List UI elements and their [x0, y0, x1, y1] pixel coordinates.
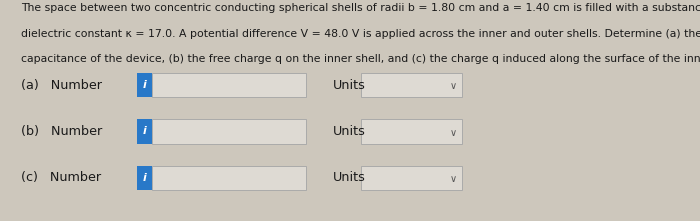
- Bar: [136, 73, 152, 97]
- Bar: [152, 73, 306, 97]
- Bar: [136, 119, 152, 144]
- Text: dielectric constant κ = 17.0. A potential difference V = 48.0 V is applied acros: dielectric constant κ = 17.0. A potentia…: [21, 29, 700, 39]
- Text: (c)   Number: (c) Number: [21, 171, 101, 184]
- Text: capacitance of the device, (b) the free charge q on the inner shell, and (c) the: capacitance of the device, (b) the free …: [21, 54, 700, 64]
- Text: Units: Units: [332, 125, 365, 138]
- Bar: [360, 166, 462, 190]
- Bar: [152, 166, 306, 190]
- Bar: [152, 119, 306, 144]
- Bar: [136, 166, 152, 190]
- Text: i: i: [142, 173, 146, 183]
- Text: (b)   Number: (b) Number: [21, 125, 102, 138]
- Bar: [360, 73, 462, 97]
- Text: i: i: [142, 126, 146, 137]
- Text: The space between two concentric conducting spherical shells of radii b = 1.80 c: The space between two concentric conduct…: [21, 3, 700, 13]
- Text: ∨: ∨: [449, 128, 456, 138]
- Text: ∨: ∨: [449, 174, 456, 184]
- Text: ∨: ∨: [449, 81, 456, 91]
- Bar: [360, 119, 462, 144]
- Text: (a)   Number: (a) Number: [21, 79, 102, 91]
- Text: Units: Units: [332, 171, 365, 184]
- Text: i: i: [142, 80, 146, 90]
- Text: Units: Units: [332, 79, 365, 91]
